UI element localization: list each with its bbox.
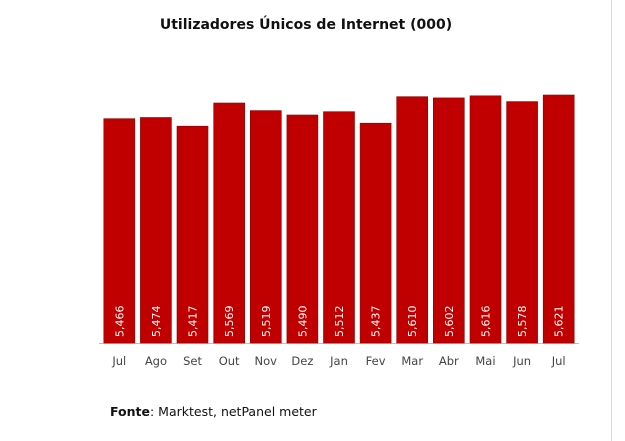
x-tick-label: Jan: [329, 354, 348, 368]
bar-value-label: 5,602: [443, 306, 456, 338]
bar-4: [213, 102, 245, 344]
bar-value-label: 5,512: [333, 306, 346, 338]
x-tick-label: Jul: [111, 354, 126, 368]
bar-value-label: 5,417: [187, 306, 200, 338]
x-tick-label: Nov: [255, 354, 278, 368]
bar-12: [506, 101, 538, 344]
bar-value-label: 5,610: [406, 306, 419, 338]
bar-value-label: 5,616: [479, 306, 492, 338]
chart-frame: [611, 0, 612, 441]
bar-13: [542, 94, 575, 344]
x-tick-label: Abr: [439, 354, 459, 368]
x-tick-label: Mar: [401, 354, 423, 368]
bar-5: [250, 110, 282, 344]
bar-6: [286, 114, 319, 344]
bar-value-label: 5,578: [516, 306, 529, 338]
x-tick-label: Jun: [512, 354, 531, 368]
source-text: : Marktest, netPanel meter: [149, 404, 317, 419]
bar-value-label: 5,474: [150, 306, 163, 338]
x-tick-label: Mai: [475, 354, 495, 368]
bar-1: [103, 118, 136, 344]
bar-3: [176, 125, 209, 344]
bar-value-label: 5,569: [223, 306, 236, 338]
x-tick-label: Ago: [145, 354, 167, 368]
chart-title: Utilizadores Únicos de Internet (000): [159, 17, 453, 33]
x-tick-label: Out: [219, 354, 240, 368]
bar-value-label: 5,621: [553, 306, 566, 338]
x-tick-label: Fev: [366, 354, 386, 368]
bar-value-label: 5,466: [113, 306, 126, 338]
x-tick-label: Set: [183, 354, 202, 368]
x-tick-label: Jul: [551, 354, 566, 368]
bar-9: [396, 96, 429, 344]
bar-10: [432, 97, 465, 344]
bar-8: [359, 122, 392, 344]
bar-chart: 5,466 Jul 5,474 Ago 5,417 Set 5,569 Out 5,519 Nov…: [99, 94, 579, 368]
bar-2: [140, 117, 172, 344]
bar-7: [323, 111, 355, 344]
bar-11: [469, 95, 502, 344]
source-note: Fonte: Marktest, netPanel meter: [110, 404, 317, 419]
bar-value-label: 5,437: [370, 306, 383, 338]
x-tick-label: Dez: [291, 354, 313, 368]
bar-value-label: 5,519: [260, 306, 273, 338]
source-label: Fonte: [110, 404, 150, 419]
bar-value-label: 5,490: [296, 306, 309, 338]
